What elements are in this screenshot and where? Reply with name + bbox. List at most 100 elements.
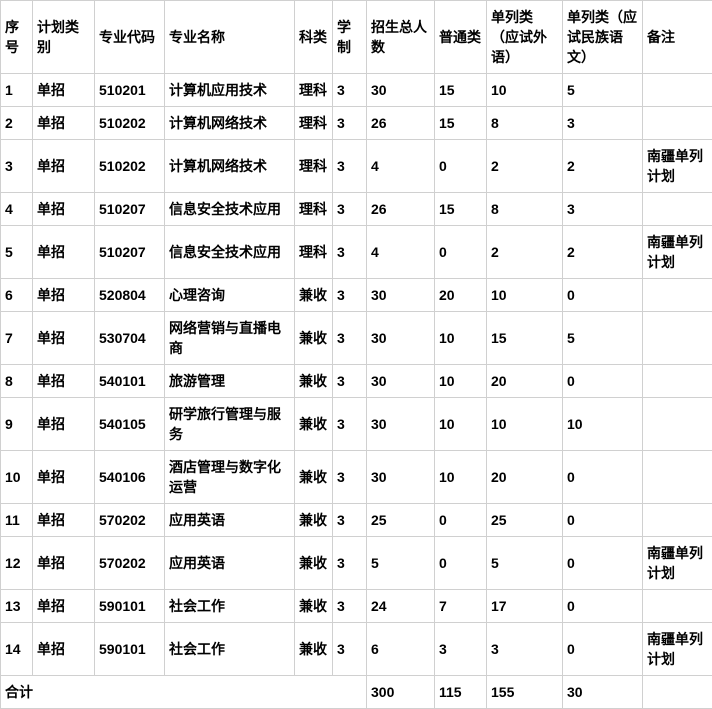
table-cell: 单招 <box>33 193 95 226</box>
table-cell: 30 <box>367 365 435 398</box>
table-cell: 单招 <box>33 107 95 140</box>
table-cell: 理科 <box>295 140 333 193</box>
table-cell: 0 <box>563 451 643 504</box>
col-header-single1: 单列类（应试外语） <box>487 1 563 74</box>
table-cell: 兼收 <box>295 365 333 398</box>
table-cell: 3 <box>563 193 643 226</box>
table-cell: 10 <box>435 451 487 504</box>
table-cell: 14 <box>1 623 33 676</box>
table-cell: 2 <box>487 226 563 279</box>
table-row: 4单招510207信息安全技术应用理科3261583 <box>1 193 712 226</box>
table-cell: 510207 <box>95 226 165 279</box>
table-cell: 0 <box>435 504 487 537</box>
table-cell: 计算机应用技术 <box>165 74 295 107</box>
table-row: 13单招590101社会工作兼收3247170 <box>1 590 712 623</box>
table-cell: 13 <box>1 590 33 623</box>
col-header-subject: 科类 <box>295 1 333 74</box>
table-cell: 2 <box>563 140 643 193</box>
table-cell: 2 <box>487 140 563 193</box>
table-cell: 10 <box>435 312 487 365</box>
table-cell: 30 <box>367 451 435 504</box>
table-cell: 3 <box>487 623 563 676</box>
table-cell: 7 <box>435 590 487 623</box>
total-normal: 115 <box>435 676 487 709</box>
col-header-single2: 单列类（应试民族语文） <box>563 1 643 74</box>
table-cell: 30 <box>367 279 435 312</box>
table-cell: 24 <box>367 590 435 623</box>
table-cell: 酒店管理与数字化运营 <box>165 451 295 504</box>
table-cell: 15 <box>435 193 487 226</box>
header-row: 序号 计划类别 专业代码 专业名称 科类 学制 招生总人数 普通类 单列类（应试… <box>1 1 712 74</box>
table-cell: 17 <box>487 590 563 623</box>
table-cell: 3 <box>333 504 367 537</box>
table-cell: 0 <box>435 226 487 279</box>
enrollment-plan-table: 序号 计划类别 专业代码 专业名称 科类 学制 招生总人数 普通类 单列类（应试… <box>0 0 712 709</box>
table-cell: 5 <box>367 537 435 590</box>
table-cell: 单招 <box>33 365 95 398</box>
table-cell: 社会工作 <box>165 623 295 676</box>
table-cell: 单招 <box>33 504 95 537</box>
table-cell: 0 <box>563 623 643 676</box>
table-cell: 理科 <box>295 107 333 140</box>
table-cell: 20 <box>487 365 563 398</box>
table-row: 6单招520804心理咨询兼收33020100 <box>1 279 712 312</box>
table-cell: 0 <box>563 504 643 537</box>
table-cell: 570202 <box>95 504 165 537</box>
table-footer: 合计 300 115 155 30 <box>1 676 712 709</box>
total-row: 合计 300 115 155 30 <box>1 676 712 709</box>
table-cell: 3 <box>333 312 367 365</box>
table-row: 2单招510202计算机网络技术理科3261583 <box>1 107 712 140</box>
table-cell: 单招 <box>33 537 95 590</box>
total-single1: 155 <box>487 676 563 709</box>
table-body: 1单招510201计算机应用技术理科330151052单招510202计算机网络… <box>1 74 712 676</box>
table-cell: 6 <box>1 279 33 312</box>
table-cell: 3 <box>333 140 367 193</box>
table-cell: 530704 <box>95 312 165 365</box>
table-cell: 540106 <box>95 451 165 504</box>
table-cell: 3 <box>333 623 367 676</box>
table-cell: 26 <box>367 193 435 226</box>
table-cell: 510201 <box>95 74 165 107</box>
total-single2: 30 <box>563 676 643 709</box>
table-cell: 心理咨询 <box>165 279 295 312</box>
table-cell: 10 <box>435 365 487 398</box>
table-cell: 计算机网络技术 <box>165 107 295 140</box>
table-cell: 520804 <box>95 279 165 312</box>
table-cell: 510207 <box>95 193 165 226</box>
table-cell: 3 <box>333 107 367 140</box>
table-cell: 南疆单列计划 <box>643 226 712 279</box>
table-cell: 4 <box>1 193 33 226</box>
table-cell: 10 <box>435 398 487 451</box>
table-cell: 8 <box>1 365 33 398</box>
table-cell <box>643 365 712 398</box>
total-enrollment: 300 <box>367 676 435 709</box>
table-cell: 0 <box>435 537 487 590</box>
table-cell: 5 <box>1 226 33 279</box>
table-cell: 应用英语 <box>165 504 295 537</box>
table-header: 序号 计划类别 专业代码 专业名称 科类 学制 招生总人数 普通类 单列类（应试… <box>1 1 712 74</box>
table-cell: 4 <box>367 226 435 279</box>
table-cell: 590101 <box>95 623 165 676</box>
table-cell: 10 <box>563 398 643 451</box>
table-cell: 3 <box>333 451 367 504</box>
table-cell: 8 <box>487 193 563 226</box>
table-cell: 1 <box>1 74 33 107</box>
table-cell <box>643 504 712 537</box>
table-cell: 0 <box>563 365 643 398</box>
table-cell <box>643 193 712 226</box>
table-cell: 理科 <box>295 74 333 107</box>
table-row: 8单招540101旅游管理兼收33010200 <box>1 365 712 398</box>
table-cell: 3 <box>333 279 367 312</box>
col-header-code: 专业代码 <box>95 1 165 74</box>
table-cell: 15 <box>487 312 563 365</box>
table-cell: 单招 <box>33 590 95 623</box>
total-remark <box>643 676 712 709</box>
table-cell: 5 <box>563 312 643 365</box>
col-header-remark: 备注 <box>643 1 712 74</box>
col-header-duration: 学制 <box>333 1 367 74</box>
table-row: 7单招530704网络营销与直播电商兼收33010155 <box>1 312 712 365</box>
table-cell: 兼收 <box>295 398 333 451</box>
table-cell: 12 <box>1 537 33 590</box>
table-cell: 单招 <box>33 398 95 451</box>
table-row: 3单招510202计算机网络技术理科34022南疆单列计划 <box>1 140 712 193</box>
